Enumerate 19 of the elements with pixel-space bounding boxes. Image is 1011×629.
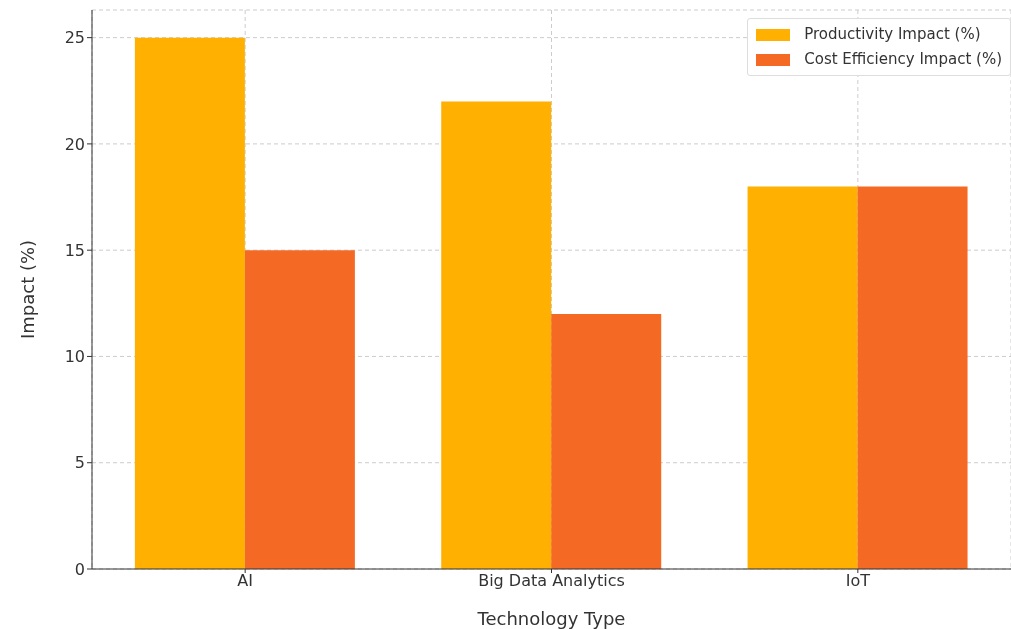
y-tick-label: 15: [64, 240, 85, 260]
bar: [857, 186, 968, 569]
x-tick-label: IoT: [845, 571, 871, 591]
y-tick-label: 0: [74, 559, 85, 579]
y-tick-label: 20: [64, 134, 85, 154]
y-tick-label: 10: [64, 347, 85, 367]
bar: [747, 186, 858, 569]
bar: [134, 37, 245, 569]
y-axis-title: Impact (%): [17, 239, 39, 340]
bar: [551, 313, 662, 569]
legend-label: Productivity Impact (%): [804, 24, 981, 45]
x-tick-label: Big Data Analytics: [478, 571, 625, 591]
x-tick-label: AI: [237, 571, 253, 591]
x-axis-title: Technology Type: [476, 608, 626, 629]
bar: [441, 101, 552, 569]
y-tick-label: 5: [74, 453, 85, 473]
bar: [244, 250, 355, 569]
legend-label: Cost Efficiency Impact (%): [804, 49, 1002, 70]
y-tick-label: 25: [64, 28, 85, 48]
